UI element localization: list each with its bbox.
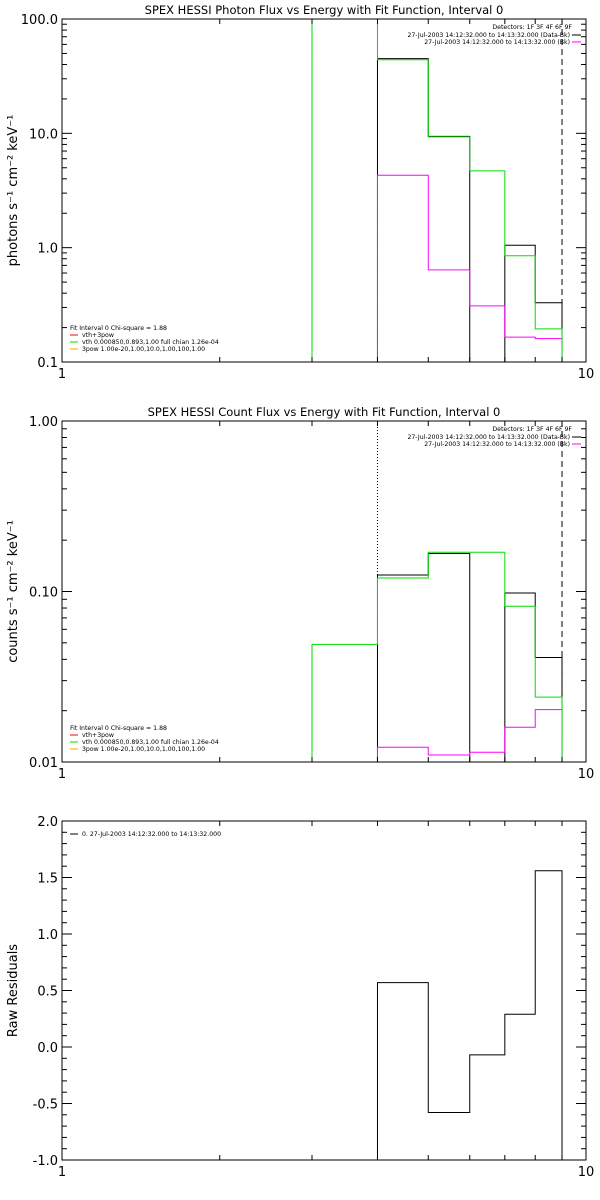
legend-entry-label: vth 0.000850,0.893,1.00 full chian 1.26e…: [82, 739, 219, 746]
fit-summary-label: Fit Interval 0 Chi-square = 1.88: [70, 325, 167, 332]
fit-summary-label: Fit Interval 0 Chi-square = 1.88: [70, 725, 167, 732]
legend-bottom-left: Fit Interval 0 Chi-square = 1.88vth+3pow…: [70, 325, 219, 353]
y-tick-label: -1.0: [33, 1154, 58, 1169]
plot-data: [311, 19, 563, 362]
chart-panel-2: SPEX HESSI Count Flux vs Energy with Fit…: [6, 405, 594, 782]
plot-frame: [61, 420, 587, 763]
y-tick-label: 1.00: [29, 415, 58, 430]
plot-data: [311, 421, 563, 762]
plot-frame: [61, 820, 587, 1161]
y-tick-label: 10.0: [29, 127, 58, 142]
legend-bottom-left: Fit Interval 0 Chi-square = 1.88vth+3pow…: [70, 725, 219, 753]
y-tick-label: 0.0: [37, 1041, 58, 1056]
y-tick-label: 0.5: [37, 985, 58, 1000]
x-tick-label: 10: [578, 767, 595, 782]
x-tick-label: 10: [578, 367, 595, 382]
legend-entry-label: 0. 27-Jul-2003 14:12:32.000 to 14:13:32.…: [82, 831, 221, 838]
legend-entry-label: 27-Jul-2003 14:12:32.000 to 14:13:32.000…: [424, 39, 570, 46]
series-line-3: [311, 551, 563, 762]
legend-top-left: 0. 27-Jul-2003 14:12:32.000 to 14:13:32.…: [70, 831, 221, 838]
y-axis-label: photons s⁻¹ cm⁻² keV⁻¹: [6, 115, 21, 267]
legend-entry-label: 3pow 1.00e-20,1.00,10.0,1.00,100,1.00: [82, 346, 205, 353]
x-tick-label: 10: [578, 1165, 595, 1180]
x-tick-label: 1: [58, 367, 66, 382]
detectors-label: Detectors: 1F 3F 4F 6F 9F: [492, 24, 572, 31]
chart-panel-1: SPEX HESSI Photon Flux vs Energy with Fi…: [6, 3, 594, 382]
legend-entry-label: vth 0.000850,0.893,1.00 full chian 1.26e…: [82, 339, 219, 346]
legend-entry-label: vth+3pow: [82, 332, 114, 339]
y-tick-label: 100.0: [21, 13, 58, 28]
y-tick-label: 1.5: [37, 872, 58, 887]
y-tick-label: -0.5: [33, 1098, 58, 1113]
chart-panel-3: Raw Residuals 1 10 -1.0 -0.5 0.0 0.5 1.0 1.5 2.0 0…: [6, 815, 594, 1180]
legend-entry-label: vth+3pow: [82, 732, 114, 739]
plot-frame: [61, 18, 587, 363]
series-line-1: [376, 553, 563, 762]
legend-entry-label: 3pow 1.00e-20,1.00,10.0,1.00,100,1.00: [82, 746, 205, 753]
series-line-2: [376, 709, 563, 762]
legend-entry-label: 27-Jul-2003 14:12:32.000 to 14:13:32.000…: [424, 441, 570, 448]
y-tick-label: 2.0: [37, 815, 58, 830]
series-line-1: [376, 870, 563, 1160]
y-tick-label: 1.0: [37, 928, 58, 943]
series-line-3: [311, 19, 563, 362]
y-axis-label: Raw Residuals: [6, 944, 21, 1037]
legend-entry-label: 27-Jul-2003 14:12:32.000 to 14:13:32.000…: [407, 434, 570, 441]
plot-data: [376, 870, 563, 1160]
y-axis-label: counts s⁻¹ cm⁻² keV⁻¹: [6, 520, 21, 663]
y-tick-label: 0.10: [29, 586, 58, 601]
y-tick-label: 1.0: [37, 242, 58, 257]
y-tick-label: 0.01: [29, 756, 58, 771]
chart-title: SPEX HESSI Count Flux vs Energy with Fit…: [148, 405, 501, 419]
chart-title: SPEX HESSI Photon Flux vs Energy with Fi…: [145, 3, 504, 17]
y-tick-label: 0.1: [37, 356, 58, 371]
detectors-label: Detectors: 1F 3F 4F 6F 9F: [492, 426, 572, 433]
legend-entry-label: 27-Jul-2003 14:12:32.000 to 14:13:32.000…: [407, 32, 570, 39]
x-tick-label: 1: [58, 1165, 66, 1180]
series-line-1: [376, 58, 563, 362]
x-tick-label: 1: [58, 767, 66, 782]
series-line-2: [376, 174, 563, 362]
